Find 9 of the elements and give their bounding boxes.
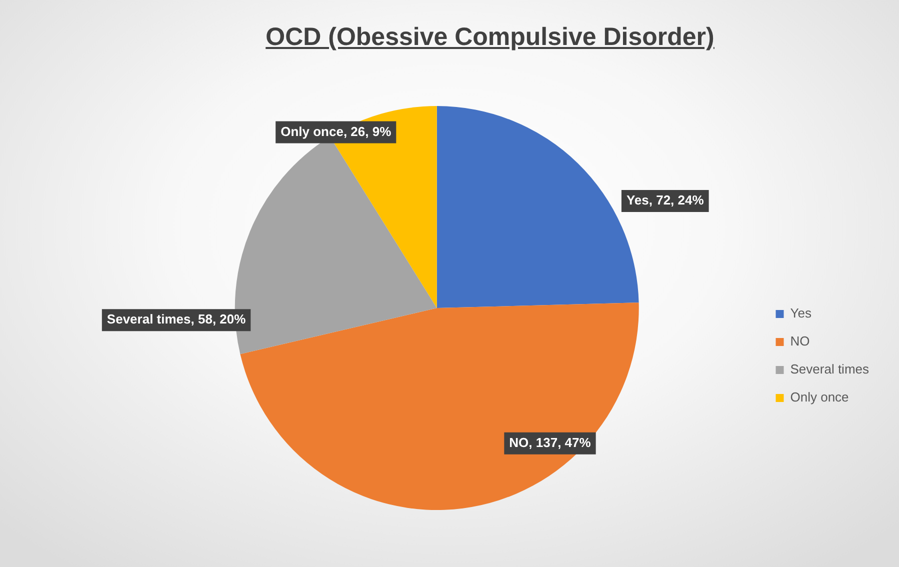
legend-label: Only once bbox=[790, 390, 849, 405]
data-label: Yes, 72, 24% bbox=[626, 192, 704, 208]
legend-label: Yes bbox=[790, 306, 812, 321]
data-label: NO, 137, 47% bbox=[509, 434, 592, 450]
legend-label: NO bbox=[790, 334, 810, 349]
chart-title: OCD (Obessive Compulsive Disorder) bbox=[266, 22, 714, 52]
data-label: Several times, 58, 20% bbox=[106, 312, 246, 327]
legend-label: Several times bbox=[790, 362, 870, 377]
data-label: Only once, 26, 9% bbox=[280, 124, 392, 139]
